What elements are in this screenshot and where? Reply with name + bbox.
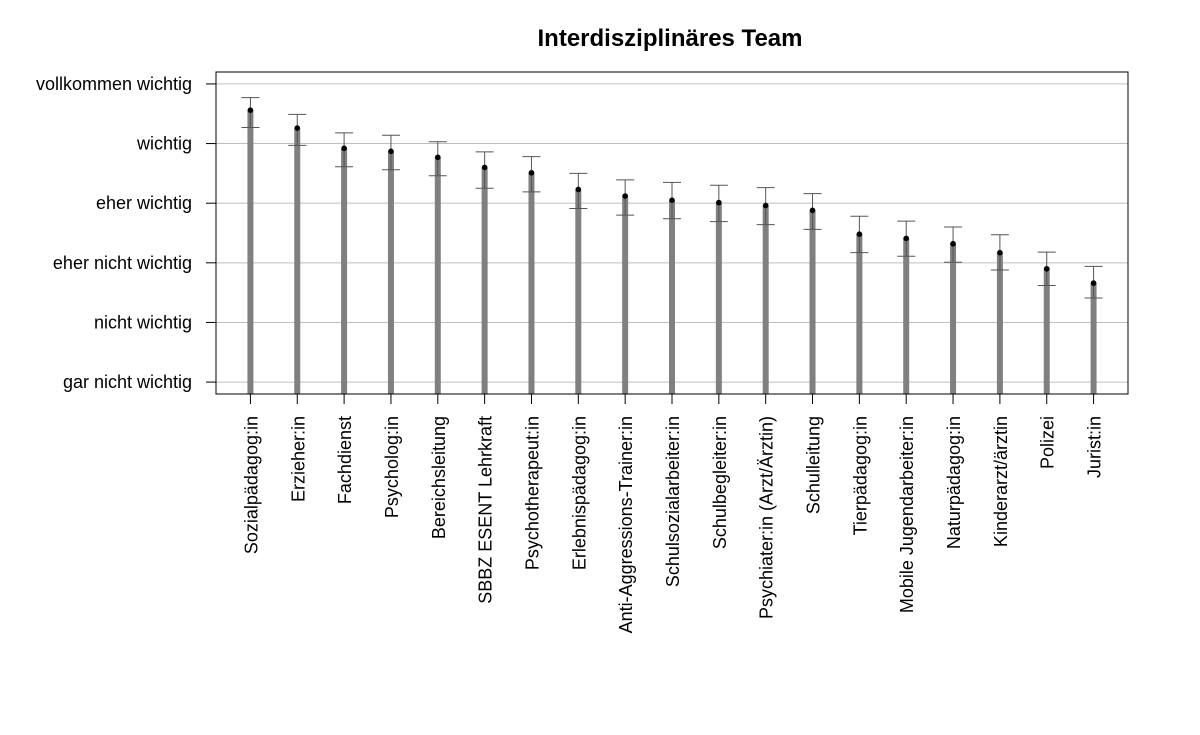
x-tick-label: SBBZ ESENT Lehrkraft — [476, 416, 496, 604]
mean-point — [388, 148, 394, 155]
bar — [387, 151, 394, 394]
bar — [809, 210, 816, 394]
x-tick-label: Sozialpädagog:in — [241, 416, 261, 554]
bar — [294, 128, 301, 394]
y-tick-label: gar nicht wichtig — [63, 372, 192, 392]
bar — [856, 234, 863, 394]
bar — [715, 202, 722, 394]
x-tick-label: Kinderarzt/ärztin — [991, 416, 1011, 547]
mean-point — [716, 199, 722, 206]
x-tick-label: Mobile Jugendarbeiter:in — [897, 416, 917, 613]
y-tick-label: nicht wichtig — [94, 312, 192, 332]
mean-point — [809, 207, 816, 214]
mean-point — [950, 240, 956, 247]
mean-point — [997, 249, 1003, 256]
y-tick-label: wichtig — [136, 134, 192, 154]
mean-point — [481, 164, 488, 171]
bar — [669, 200, 675, 394]
x-tick-label: Psychiater:in (Arzt/Ärztin) — [757, 416, 777, 619]
x-tick-label: Fachdienst — [335, 416, 355, 504]
bar — [762, 205, 769, 394]
mean-point — [622, 193, 628, 199]
x-tick-label: Polizei — [1038, 416, 1058, 469]
mean-point — [669, 197, 675, 204]
x-tick-label: Erzieher:in — [288, 416, 308, 502]
x-tick-label: Schulsozialarbeiter:in — [663, 416, 683, 587]
bar — [1090, 283, 1097, 394]
bar — [950, 243, 957, 394]
chart-title: Interdisziplinäres Team — [538, 25, 803, 52]
mean-point — [856, 231, 863, 237]
y-axis: gar nicht wichtig nicht wichtig eher nicht… — [36, 74, 216, 392]
bar — [622, 196, 629, 394]
x-tick-label: Schulleitung — [804, 416, 824, 514]
bar — [903, 238, 910, 394]
x-tick-label: Bereichsleitung — [429, 416, 449, 539]
x-tick-label: Naturpädagog:in — [944, 416, 964, 549]
x-tick-label: Schulbegleiter:in — [710, 416, 730, 549]
y-tick-label: vollkommen wichtig — [36, 74, 192, 94]
x-tick-label: Anti-Aggressions-Trainer:in — [616, 416, 636, 633]
x-tick-label: Psychotherapeut:in — [522, 416, 542, 570]
x-tick-label: Erlebnispädagog:in — [569, 416, 589, 570]
x-axis: Sozialpädagog:in Erzieher:in Fachdienst Psy… — [241, 394, 1105, 633]
bar — [481, 167, 488, 394]
mean-point — [1043, 265, 1050, 272]
y-tick-label: eher nicht wichtig — [53, 253, 192, 273]
y-tick-label: eher wichtig — [96, 193, 192, 213]
mean-point — [575, 186, 582, 193]
bar — [247, 110, 254, 394]
x-tick-label: Jurist:in — [1085, 416, 1105, 478]
mean-point — [247, 107, 254, 113]
bar — [575, 189, 582, 394]
mean-point — [294, 125, 301, 131]
x-tick-label: Tierpädagog:in — [850, 416, 870, 535]
bar — [996, 252, 1003, 394]
mean-point — [434, 154, 441, 161]
mean-point — [528, 169, 535, 176]
mean-point — [903, 235, 910, 242]
mean-point — [341, 145, 347, 152]
x-tick-label: Psycholog:in — [382, 416, 402, 518]
mean-point — [1090, 280, 1097, 286]
bars — [247, 110, 1097, 394]
mean-point — [762, 202, 769, 209]
bar — [1043, 268, 1050, 394]
mean-points — [247, 107, 1097, 286]
bar — [434, 157, 441, 394]
bar — [341, 148, 348, 394]
bar — [528, 172, 535, 394]
